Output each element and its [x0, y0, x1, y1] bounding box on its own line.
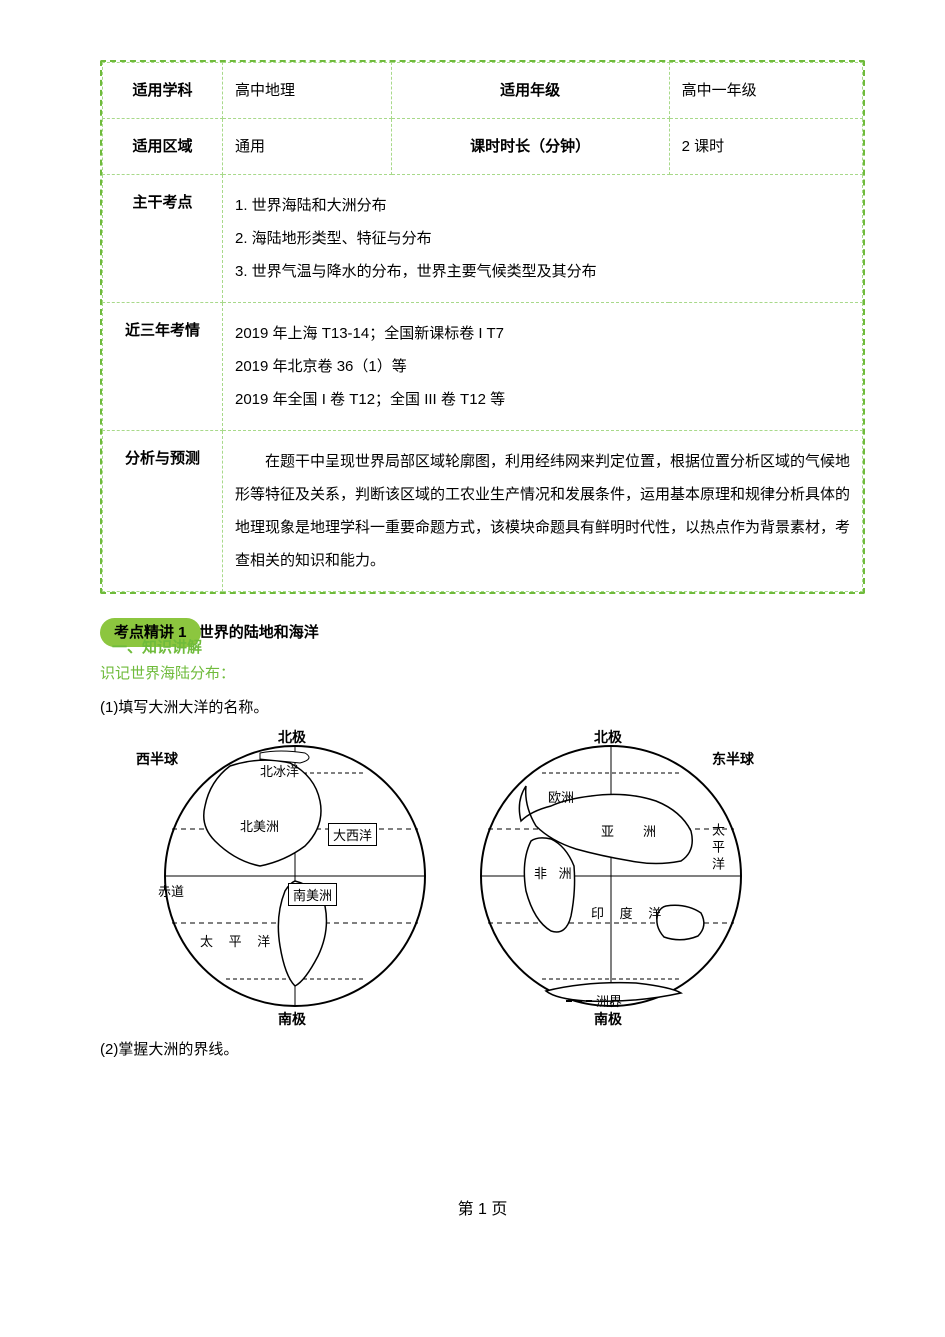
label-east-hemi: 东半球: [712, 749, 754, 769]
label-north-pole: 北极: [278, 727, 306, 747]
label-pacific-e: 太平洋: [708, 823, 727, 874]
label-south-pole-e: 南极: [594, 1009, 622, 1029]
label-equator: 赤道: [158, 881, 184, 900]
mainpoint-line: 2. 海陆地形类型、特征与分布: [235, 222, 850, 255]
cell-subject-label: 适用学科: [103, 63, 223, 119]
legend: 洲界: [566, 991, 622, 1010]
section-container: 考点精讲 1 世界的陆地和海洋 一、知识讲解 识记世界海陆分布： (1)填写大洲…: [100, 618, 865, 1065]
cell-analysis-value: 在题干中呈现世界局部区域轮廓图，利用经纬网来判定位置，根据位置分析区域的气候地形…: [223, 431, 863, 592]
eastern-hemisphere: 北极 东半球 欧洲 亚 洲 非 洲 印 度: [456, 731, 766, 1021]
label-west-hemi: 西半球: [136, 749, 178, 769]
item-1: (1)填写大洲大洋的名称。: [100, 693, 865, 723]
cell-duration-value: 2 课时: [669, 119, 862, 175]
cell-analysis-label: 分析与预测: [103, 431, 223, 592]
label-atlantic: 大西洋: [328, 823, 377, 846]
western-hemisphere: 北极 西半球 北冰洋 北美洲 大西洋: [140, 731, 450, 1021]
exam-line: 2019 年上海 T13-14；全国新课标卷 I T7: [235, 317, 850, 350]
table-row: 主干考点 1. 世界海陆和大洲分布 2. 海陆地形类型、特征与分布 3. 世界气…: [103, 175, 863, 303]
legend-text: 洲界: [596, 991, 622, 1010]
cell-exam-value: 2019 年上海 T13-14；全国新课标卷 I T7 2019 年北京卷 36…: [223, 303, 863, 431]
label-pacific-w: 太 平 洋: [200, 931, 276, 950]
label-sa: 南美洲: [288, 883, 337, 906]
label-asia: 亚 洲: [601, 821, 664, 840]
label-north-pole-e: 北极: [594, 727, 622, 747]
summary-table: 适用学科 高中地理 适用年级 高中一年级 适用区域 通用 课时时长（分钟） 2 …: [102, 62, 863, 592]
info-table: 适用学科 高中地理 适用年级 高中一年级 适用区域 通用 课时时长（分钟） 2 …: [100, 60, 865, 594]
label-africa: 非 洲: [534, 863, 576, 882]
label-south-pole-w: 南极: [278, 1009, 306, 1029]
label-indian: 印 度 洋: [591, 903, 667, 922]
cell-region-label: 适用区域: [103, 119, 223, 175]
exam-line: 2019 年全国 I 卷 T12；全国 III 卷 T12 等: [235, 383, 850, 416]
table-row: 分析与预测 在题干中呈现世界局部区域轮廓图，利用经纬网来判定位置，根据位置分析区…: [103, 431, 863, 592]
cell-mainpoints-label: 主干考点: [103, 175, 223, 303]
label-europe: 欧洲: [548, 787, 574, 806]
cell-exam-label: 近三年考情: [103, 303, 223, 431]
cell-subject-value: 高中地理: [223, 63, 392, 119]
section-title: 世界的陆地和海洋: [199, 624, 319, 641]
page-footer: 第 1 页: [100, 1195, 865, 1219]
map-container: 北极 西半球 北冰洋 北美洲 大西洋: [140, 731, 865, 1021]
section-subheading: 一、知识讲解: [112, 637, 202, 658]
label-na: 北美洲: [240, 816, 279, 835]
table-row: 适用学科 高中地理 适用年级 高中一年级: [103, 63, 863, 119]
mainpoint-line: 1. 世界海陆和大洲分布: [235, 189, 850, 222]
cell-grade-value: 高中一年级: [669, 63, 862, 119]
table-row: 近三年考情 2019 年上海 T13-14；全国新课标卷 I T7 2019 年…: [103, 303, 863, 431]
exam-line: 2019 年北京卷 36（1）等: [235, 350, 850, 383]
mainpoint-line: 3. 世界气温与降水的分布，世界主要气候类型及其分布: [235, 255, 850, 288]
cell-grade-label: 适用年级: [391, 63, 669, 119]
section-title-row: 考点精讲 1 世界的陆地和海洋 一、知识讲解: [100, 618, 865, 668]
legend-line-icon: [566, 1000, 592, 1002]
label-arctic: 北冰洋: [260, 761, 299, 780]
table-row: 适用区域 通用 课时时长（分钟） 2 课时: [103, 119, 863, 175]
east-hemi-svg: [456, 731, 766, 1021]
cell-region-value: 通用: [223, 119, 392, 175]
item-2: (2)掌握大洲的界线。: [100, 1035, 865, 1065]
cell-mainpoints-value: 1. 世界海陆和大洲分布 2. 海陆地形类型、特征与分布 3. 世界气温与降水的…: [223, 175, 863, 303]
cell-duration-label: 课时时长（分钟）: [391, 119, 669, 175]
